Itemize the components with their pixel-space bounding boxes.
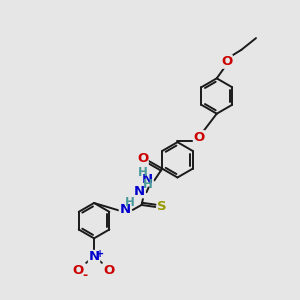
Text: H: H [138,166,148,179]
Text: -: - [83,269,88,282]
Text: N: N [142,173,153,186]
Text: O: O [137,152,148,165]
Text: N: N [88,250,100,263]
Text: O: O [103,264,114,277]
Text: H: H [142,178,152,191]
Text: H: H [125,196,135,209]
Text: S: S [158,200,167,213]
Text: O: O [73,264,84,277]
Text: O: O [194,131,205,144]
Text: N: N [119,203,130,216]
Text: +: + [96,249,104,259]
Text: N: N [134,185,145,198]
Text: O: O [221,55,232,68]
